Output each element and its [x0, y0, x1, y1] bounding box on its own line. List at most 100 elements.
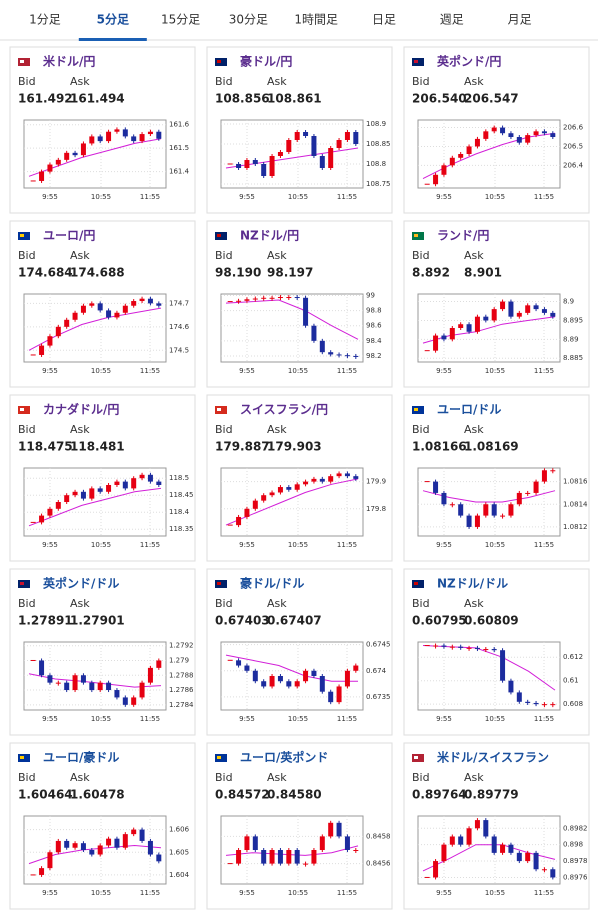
- candle: [483, 820, 489, 837]
- candle: [97, 845, 103, 855]
- ask-label: Ask: [70, 597, 90, 610]
- y-tick-label: 98.6: [366, 322, 382, 330]
- pair-name: 豪ドル/円: [240, 54, 292, 69]
- candle: [328, 352, 334, 355]
- bid-label: Bid: [412, 771, 430, 784]
- candle: [286, 140, 292, 152]
- candle: [541, 704, 547, 706]
- pair-name: NZドル/ドル: [437, 577, 508, 591]
- tab[interactable]: 5分足: [97, 12, 129, 27]
- tab[interactable]: 1時間足: [294, 13, 338, 27]
- candle: [311, 850, 317, 864]
- candle: [500, 515, 506, 517]
- candle: [252, 670, 258, 682]
- candle: [89, 850, 95, 855]
- pair-name: ユーロ/英ポンド: [240, 750, 328, 765]
- candle: [441, 844, 447, 862]
- tab[interactable]: 週足: [440, 13, 464, 27]
- candle: [236, 164, 242, 168]
- candle: [122, 129, 128, 137]
- candle: [47, 164, 53, 172]
- flag-mark: [20, 60, 24, 63]
- y-tick-label: 206.5: [563, 142, 583, 150]
- candle: [47, 508, 53, 516]
- candle: [30, 354, 36, 356]
- y-tick-label: 174.6: [169, 323, 190, 331]
- candle: [525, 852, 531, 862]
- y-tick-label: 1.2792: [169, 642, 194, 650]
- candle: [433, 481, 439, 493]
- candle: [72, 843, 78, 848]
- candle: [156, 854, 162, 862]
- y-tick-label: 118.5: [169, 474, 189, 482]
- y-tick-label: 0.8978: [563, 857, 588, 865]
- y-tick-label: 1.2786: [169, 686, 194, 694]
- x-tick-label: 11:55: [140, 541, 160, 549]
- y-tick-label: 98.2: [366, 352, 382, 360]
- candle: [277, 487, 283, 493]
- candle: [491, 836, 497, 853]
- x-tick-label: 10:55: [288, 715, 308, 723]
- candle: [353, 665, 359, 671]
- candle: [533, 702, 539, 705]
- ask-value: 118.481: [70, 440, 125, 454]
- candle: [106, 131, 112, 142]
- bid-value: 98.190: [215, 266, 261, 280]
- bid-value: 1.27891: [18, 614, 73, 628]
- candle: [261, 164, 267, 176]
- y-tick-label: 0.8976: [563, 873, 588, 881]
- ask-value: 161.494: [70, 92, 125, 106]
- bid-label: Bid: [18, 75, 36, 88]
- candle: [294, 297, 300, 299]
- candle: [433, 861, 439, 878]
- y-tick-label: 0.6745: [366, 641, 391, 649]
- candle: [122, 305, 128, 313]
- candle: [525, 305, 531, 313]
- y-tick-label: 174.5: [169, 346, 189, 354]
- candle: [541, 309, 547, 313]
- bid-value: 1.08166: [412, 440, 467, 454]
- candle: [147, 131, 153, 135]
- candle: [508, 844, 514, 853]
- candle: [80, 305, 86, 313]
- x-tick-label: 9:55: [42, 193, 58, 201]
- candle: [319, 340, 325, 353]
- candle: [441, 645, 447, 647]
- bid-label: Bid: [18, 771, 36, 784]
- flag-mark: [217, 408, 221, 411]
- tab[interactable]: 15分足: [161, 13, 200, 27]
- tab[interactable]: 30分足: [229, 13, 268, 27]
- tab[interactable]: 月足: [508, 13, 532, 27]
- candle: [131, 136, 137, 142]
- x-tick-label: 11:55: [534, 367, 554, 375]
- tab[interactable]: 日足: [372, 13, 396, 27]
- x-tick-label: 11:55: [337, 889, 357, 897]
- candle: [500, 127, 506, 134]
- candle: [483, 131, 489, 139]
- candle: [336, 473, 342, 477]
- candle: [236, 660, 242, 666]
- tab[interactable]: 1分足: [29, 13, 61, 27]
- candle: [491, 309, 497, 321]
- candle: [550, 312, 556, 317]
- candle: [55, 682, 61, 684]
- candle: [336, 140, 342, 148]
- bid-label: Bid: [412, 249, 430, 262]
- candle: [114, 312, 120, 318]
- flag-mark: [414, 408, 418, 411]
- candle: [525, 135, 531, 143]
- x-tick-label: 11:55: [337, 715, 357, 723]
- candle: [424, 645, 430, 647]
- candle: [449, 328, 455, 340]
- candle: [449, 504, 455, 506]
- candle: [269, 156, 275, 176]
- candle: [244, 836, 250, 850]
- x-tick-label: 10:55: [91, 889, 111, 897]
- pair-name: 英ポンド/ドル: [43, 576, 119, 591]
- x-tick-label: 10:55: [91, 367, 111, 375]
- chart-frame: [220, 119, 364, 189]
- candle: [336, 686, 342, 703]
- candle: [458, 646, 464, 648]
- ask-label: Ask: [267, 249, 287, 262]
- candle: [47, 675, 53, 683]
